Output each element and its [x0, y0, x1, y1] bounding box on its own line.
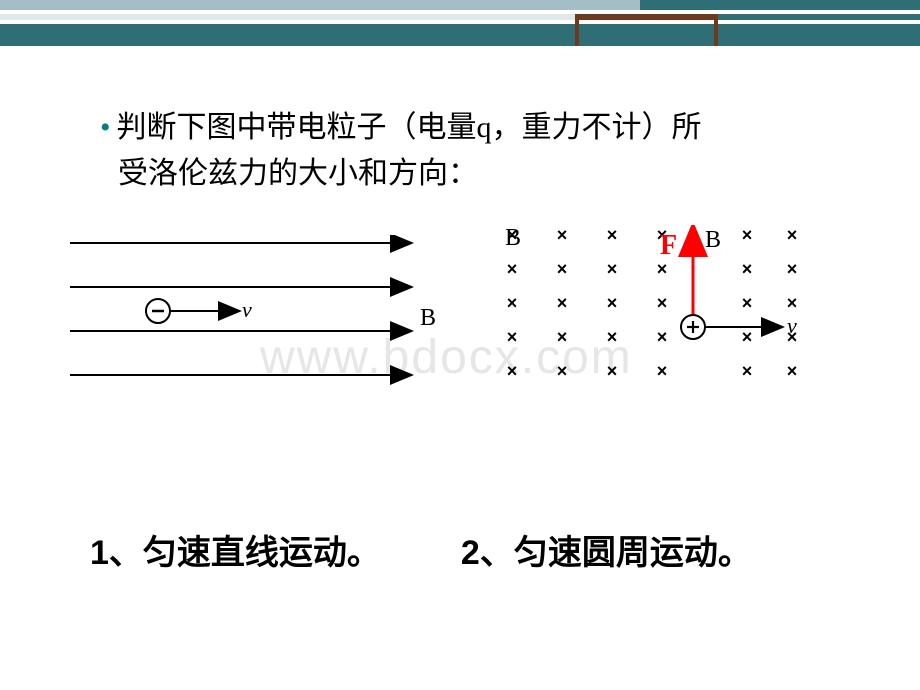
answer-1: 1、匀速直线运动。: [90, 525, 381, 574]
deco-bar: [575, 14, 579, 46]
svg-text:B: B: [705, 227, 721, 253]
question-line1: 判断下图中带电粒子（电量q，重力不计）所: [117, 111, 702, 144]
diagram-left: vB: [70, 235, 440, 395]
deco-bar: [640, 0, 920, 10]
deco-bar: [0, 24, 920, 46]
diagram-right: ×××××××××××××××××××××××××××××× BFv B: [505, 225, 825, 425]
deco-bar: [575, 14, 715, 20]
B-label-right: B: [505, 225, 521, 252]
deco-bar: [715, 14, 920, 20]
deco-bar: [714, 14, 718, 46]
svg-text:v: v: [787, 313, 797, 338]
answer-2: 2、匀速圆周运动。: [461, 525, 752, 574]
question-text: •判断下图中带电粒子（电量q，重力不计）所 • 受洛伦兹力的大小和方向：: [100, 105, 840, 197]
svg-text:v: v: [242, 297, 252, 322]
deco-bar: [0, 14, 575, 20]
right-svg: B Fv: [505, 225, 825, 425]
bullet-icon: •: [100, 111, 111, 144]
answers-row: 1、匀速直线运动。 2、匀速圆周运动。: [90, 525, 870, 574]
svg-text:F: F: [660, 230, 677, 261]
question-line2: 受洛伦兹力的大小和方向：: [118, 157, 478, 190]
title-decoration: [0, 0, 920, 48]
left-svg: vB: [70, 235, 450, 405]
svg-text:B: B: [420, 305, 436, 331]
deco-bar: [0, 0, 640, 10]
